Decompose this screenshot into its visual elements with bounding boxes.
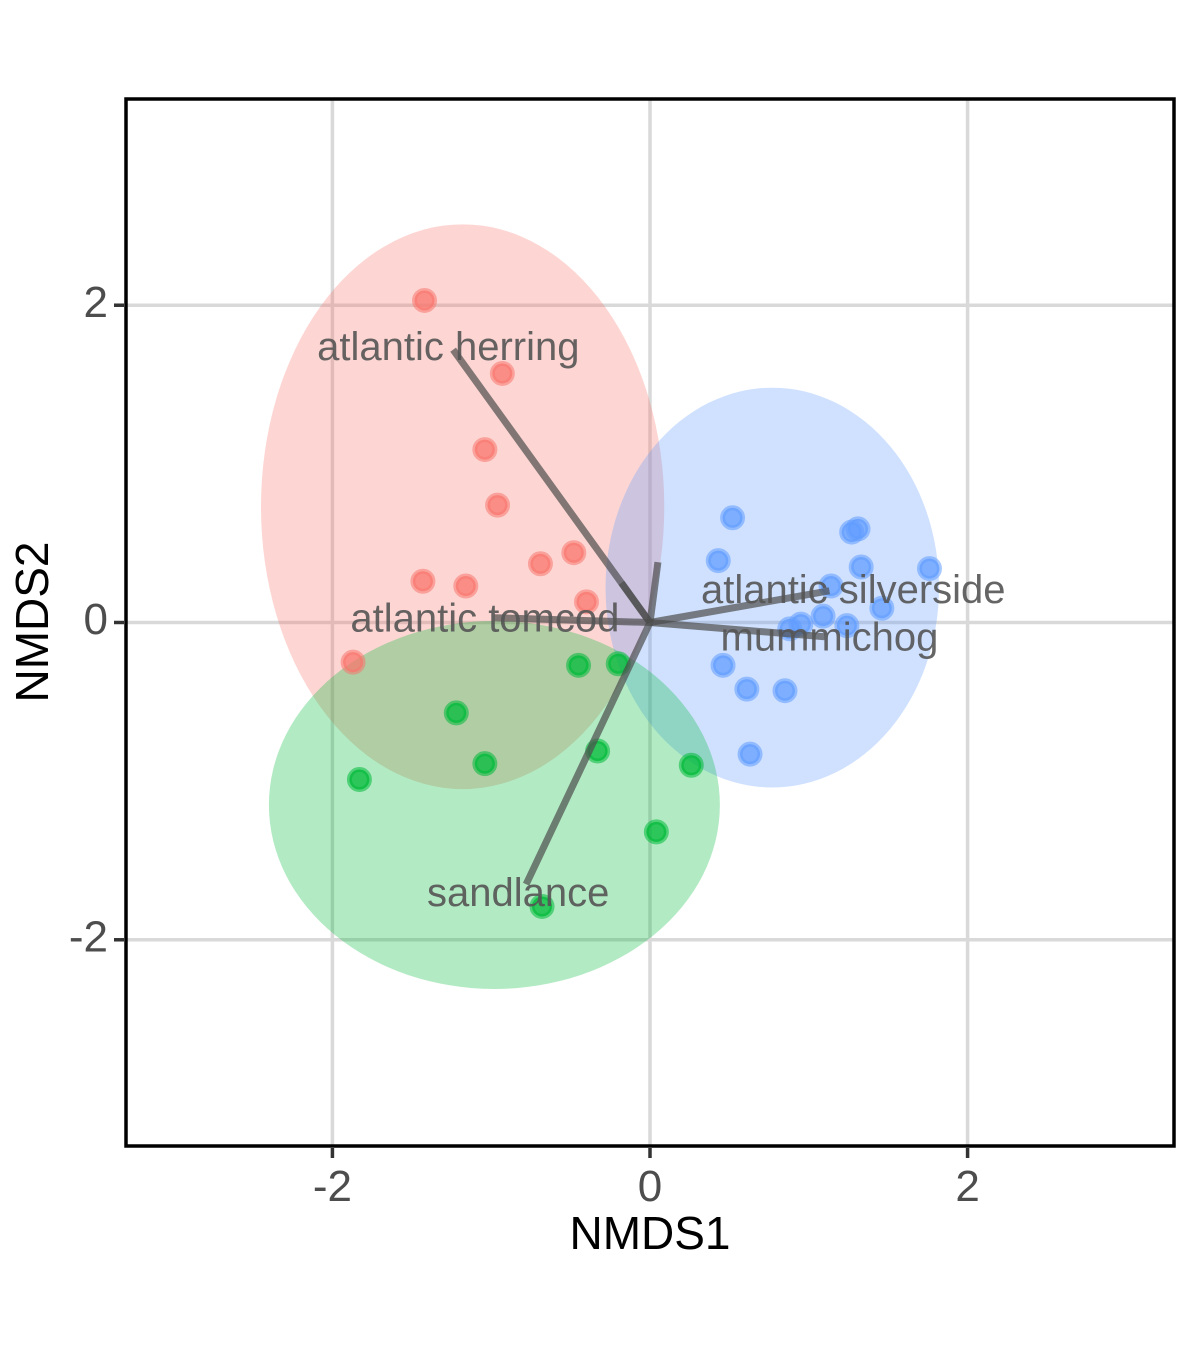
species-label: atlantic tomcod [350,596,619,640]
x-axis-title: NMDS1 [569,1207,730,1259]
data-point [848,554,874,580]
species-labels: atlantic herring atlantic silversidemummi… [317,325,1005,915]
data-point [705,548,731,574]
data-point [573,589,599,615]
species-label: mummichog [721,616,939,660]
data-point [561,540,587,566]
species-vector [649,587,831,626]
species-vector [522,621,654,886]
data-point [737,741,763,767]
species-label: atlantic silverside [701,568,1006,612]
species-label: sandlance [427,871,609,915]
plot-panel-border [124,97,1176,1148]
data-point [916,556,942,582]
data-point [346,767,372,793]
data-point [527,551,553,577]
species-vector [649,619,825,641]
data-point [489,360,515,386]
data-point [472,437,498,463]
data-point [472,751,498,777]
species-vector [450,347,653,625]
species-vector [494,614,651,626]
species-label: atlantic herring [317,325,579,369]
data-point [834,613,860,639]
data-point [710,652,736,678]
x-tick-label: 0 [638,1162,662,1211]
data-point [566,652,592,678]
data-point [529,893,555,919]
group-ellipse-2 [605,387,939,788]
data-point [485,492,511,518]
data-point [643,819,669,845]
data-point [443,700,469,726]
data-point [678,752,704,778]
y-tick-label: 0 [84,595,108,644]
data-point [734,676,760,702]
y-axis-title: NMDS2 [6,541,58,702]
x-tick-label: -2 [313,1162,352,1211]
y-tick-label: -2 [69,912,108,961]
species-vector [646,561,662,623]
data-point [845,516,871,542]
data-point [453,573,479,599]
data-point [720,505,746,531]
data-point [412,287,438,313]
y-tick-label: 2 [84,278,108,327]
species-vector [618,580,653,625]
group-ellipse-3 [268,620,720,989]
data-point [869,595,895,621]
x-tick-label: 2 [955,1162,979,1211]
species-vectors [450,347,831,886]
data-point [772,678,798,704]
data-point [410,568,436,594]
group-ellipse-1 [260,224,665,790]
data-point [340,649,366,675]
axis-ticks: -2 0 2 -2 0 2 [69,278,980,1211]
data-point [810,603,836,629]
